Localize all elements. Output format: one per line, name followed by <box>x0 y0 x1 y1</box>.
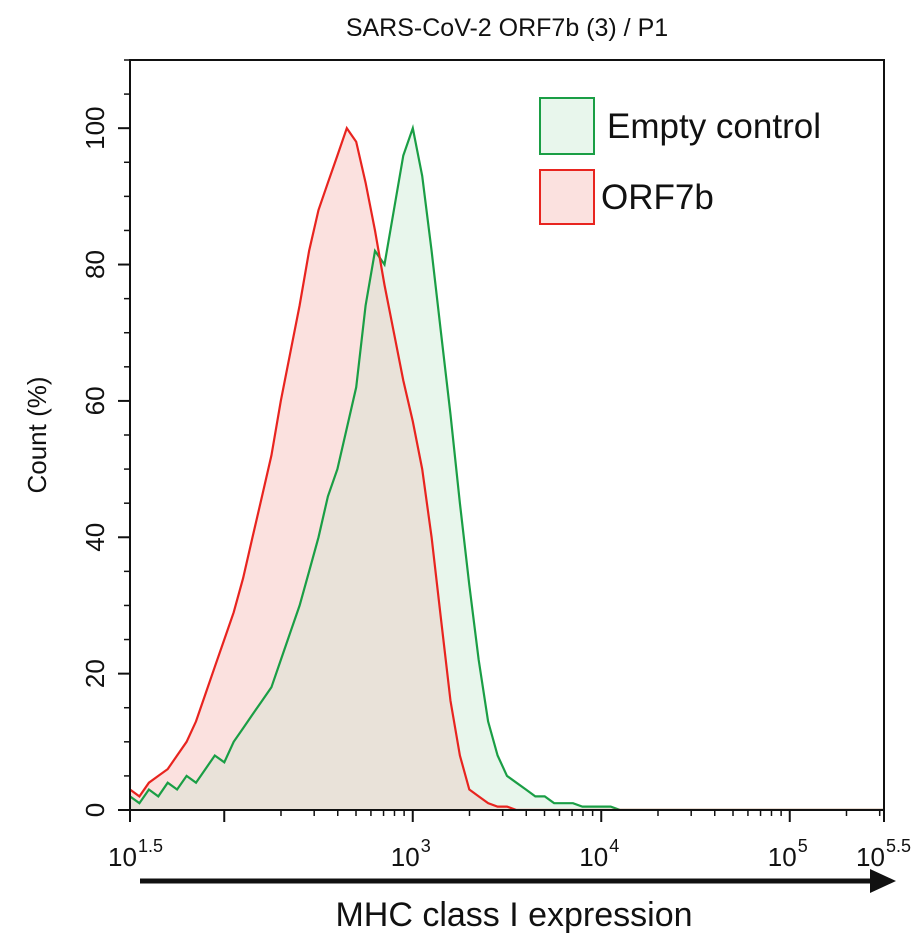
y-tick-label: 0 <box>80 803 110 817</box>
orf7b-line <box>130 125 884 810</box>
legend-label-orf7b: ORF7b <box>601 178 714 217</box>
x-tick-base: 10 <box>108 842 137 872</box>
x-tick-base: 10 <box>768 842 797 872</box>
legend-label-empty-control: Empty control <box>607 107 821 146</box>
x-tick-label: 10 5.5 <box>856 836 911 872</box>
legend-item-orf7b: ORF7b <box>539 169 714 225</box>
plot-area <box>130 124 884 810</box>
y-tick-label: 60 <box>80 386 110 415</box>
x-tick-exponent: 3 <box>421 836 431 856</box>
empty-control-line <box>130 124 884 810</box>
y-tick-label: 20 <box>80 659 110 688</box>
x-axis-label: MHC class I expression <box>335 896 692 934</box>
chart-title: SARS-CoV-2 ORF7b (3) / P1 <box>346 14 668 42</box>
x-tick-exponent: 5.5 <box>886 836 911 856</box>
y-tick-label: 100 <box>80 106 110 149</box>
x-axis-arrow <box>140 869 896 893</box>
y-tick-label: 40 <box>80 523 110 552</box>
x-tick-base: 10 <box>391 842 420 872</box>
x-tick-label: 10 1.5 <box>108 836 163 872</box>
x-tick-label: 10 3 <box>391 836 431 872</box>
orf7b-fill <box>130 128 884 810</box>
legend-swatch-empty-control <box>539 97 595 155</box>
y-axis-label: Count (%) <box>22 376 52 493</box>
legend-swatch-orf7b <box>539 169 595 225</box>
x-tick-label: 10 5 <box>768 836 808 872</box>
x-tick-base: 10 <box>856 842 885 872</box>
x-tick-label: 10 4 <box>579 836 619 872</box>
x-axis: 10 1.5 10 3 10 4 10 5 10 5.5 <box>108 810 911 872</box>
legend-item-empty-control: Empty control <box>539 97 821 155</box>
overlap-fill <box>130 128 884 810</box>
x-tick-exponent: 1.5 <box>138 836 163 856</box>
legend: Empty control ORF7b <box>539 97 821 225</box>
y-axis: 0 20 40 60 80 100 <box>80 59 130 817</box>
x-tick-base: 10 <box>579 842 608 872</box>
x-tick-exponent: 4 <box>609 836 619 856</box>
x-tick-exponent: 5 <box>798 836 808 856</box>
y-tick-label: 80 <box>80 250 110 279</box>
